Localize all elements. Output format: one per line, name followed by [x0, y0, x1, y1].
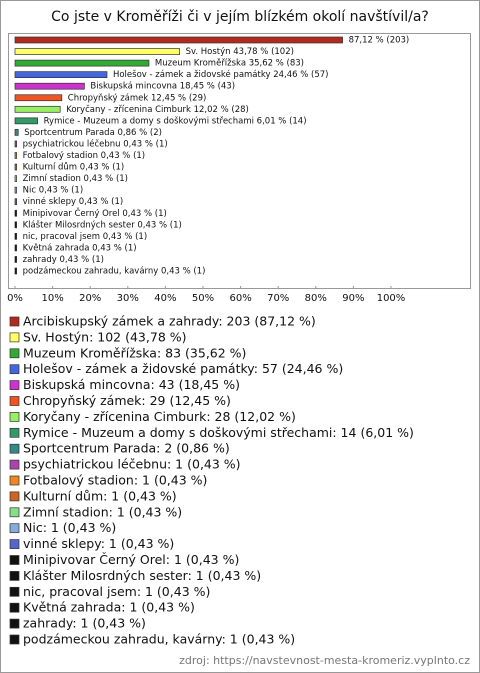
legend-label: nic, pracoval jsem: 1 (0,43 %) [23, 584, 210, 599]
legend-label: Chropyňský zámek: 29 (12,45 %) [23, 393, 231, 408]
legend-swatch [9, 523, 20, 534]
data-label: Minipivovar Černý Orel 0,43 % (1) [23, 207, 167, 219]
bar [14, 186, 17, 194]
legend-swatch [9, 380, 20, 390]
bar [14, 82, 85, 90]
legend-label: Kulturní dům: 1 (0,43 %) [23, 488, 177, 503]
legend-swatch [9, 539, 20, 549]
data-label: Fotbalový stadion 0,43 % (1) [23, 151, 146, 161]
data-label: vinné sklepy 0,43 % (1) [23, 196, 124, 207]
data-label: nic, pracoval jsem 0,43 % (1) [23, 232, 148, 242]
bar [14, 163, 17, 171]
legend-label: zahrady: 1 (0,43 %) [23, 616, 146, 631]
legend-label: podzámeckou zahradu, kavárny: 1 (0,43 %) [23, 632, 295, 647]
legend-swatch [9, 443, 20, 454]
data-label: Nic 0,43 % (1) [23, 186, 84, 196]
x-tick-label: 60% [229, 293, 251, 304]
legend-label: Klášter Milosrdných sester: 1 (0,43 %) [23, 568, 261, 583]
bar [14, 175, 17, 182]
legend-swatch [9, 332, 20, 343]
legend-label: Zimní stadion: 1 (0,43 %) [23, 504, 182, 519]
bar [14, 36, 343, 44]
x-tick-label: 80% [305, 293, 327, 304]
bar [14, 256, 17, 263]
legend-label: Muzeum Kroměřížska: 83 (35,62 %) [23, 345, 246, 360]
data-label: Sportcentrum Parada 0,86 % (2) [24, 128, 162, 138]
data-label: Muzeum Kroměřížska 35,62 % (83) [155, 59, 304, 69]
x-tick-label: 0% [7, 293, 23, 304]
legend-swatch [9, 316, 20, 327]
data-label: Biskupská mincovna 18,45 % (43) [90, 82, 235, 92]
legend-swatch [9, 586, 20, 597]
legend-label: vinné sklepy: 1 (0,43 %) [23, 536, 174, 551]
x-tick-label: 100% [377, 293, 406, 304]
legend-label: Holešov - zámek a židovské památky: 57 (… [23, 361, 343, 376]
source: zdroj: https://navstevnost-mesta-kromeri… [179, 654, 470, 667]
legend-label: Biskupská mincovna: 43 (18,45 %) [23, 377, 240, 392]
legend-label: Nic: 1 (0,43 %) [23, 520, 116, 535]
data-label: podzámeckou zahradu, kavárny 0,43 % (1) [23, 267, 206, 277]
legend-label: Minipivovar Černý Orel: 1 (0,43 %) [23, 552, 239, 567]
x-tick-label: 70% [267, 293, 289, 304]
x-tick-label: 40% [154, 293, 176, 304]
x-tick-label: 10% [41, 293, 63, 304]
data-label: Holešov - zámek a židovské památky 24,46… [113, 69, 329, 80]
data-label: zahrady 0,43 % (1) [23, 255, 104, 265]
bar [14, 267, 17, 275]
data-label: Zimní stadion 0,43 % (1) [23, 174, 128, 184]
data-label: 87,12 % (203) [349, 36, 410, 46]
chart-title: Co jste v Kroměříži či v jejím blízkém o… [51, 9, 429, 25]
legend-swatch [9, 459, 20, 470]
legend-swatch [9, 618, 20, 629]
legend-label: Arcibiskupský zámek a zahrady: 203 (87,1… [23, 314, 316, 329]
data-label: Kulturní dům 0,43 % (1) [23, 162, 125, 173]
legend-swatch [9, 427, 20, 438]
bar [14, 140, 17, 148]
bar [14, 117, 38, 125]
data-label: Sv. Hostýn 43,78 % (102) [186, 47, 294, 57]
data-label: Květná zahrada 0,43 % (1) [23, 243, 137, 253]
legend-label: Sv. Hostýn: 102 (43,78 %) [23, 329, 187, 344]
legend-swatch [9, 634, 20, 645]
legend-swatch [9, 602, 20, 613]
legend-swatch [9, 555, 20, 565]
legend-label: Koryčany - zřícenina Cimburk: 28 (12,02 … [23, 409, 296, 424]
bar [14, 152, 17, 159]
bar [14, 233, 17, 240]
bar [14, 105, 61, 113]
legend-swatch [9, 412, 20, 422]
legend-label: Rymice - Muzeum a domy s doškovými střec… [23, 425, 414, 440]
data-label: Koryčany - zřícenina Cimburk 12,02 % (28… [66, 104, 249, 115]
x-tick-label: 50% [192, 293, 214, 304]
legend-label: Květná zahrada: 1 (0,43 %) [23, 600, 195, 615]
data-label: Rymice - Muzeum a domy s doškovými střec… [44, 115, 307, 126]
legend-swatch [9, 348, 20, 359]
legend-swatch [9, 571, 20, 581]
legend-swatch [9, 507, 20, 518]
bar [14, 209, 17, 217]
bar [14, 48, 180, 55]
bar [14, 59, 150, 67]
x-tick-label: 20% [79, 293, 101, 304]
data-label: Chropyňský zámek 12,45 % (29) [68, 92, 207, 103]
legend-swatch [9, 491, 20, 502]
legend-label: Sportcentrum Parada: 2 (0,86 %) [23, 441, 230, 456]
data-label: Klášter Milosrdných sester 0,43 % (1) [23, 219, 182, 230]
legend-swatch [9, 475, 20, 486]
legend-label: psychiatrickou léčebnu: 1 (0,43 %) [23, 457, 241, 472]
bar [14, 94, 63, 102]
x-tick-label: 90% [342, 293, 364, 304]
bar [14, 198, 17, 206]
legend-swatch [9, 364, 20, 375]
bar [14, 129, 19, 136]
data-label: psychiatrickou léčebnu 0,43 % (1) [23, 138, 168, 149]
bar [14, 71, 108, 79]
bar [14, 244, 17, 252]
legend-swatch [9, 396, 20, 406]
bar [14, 221, 17, 229]
x-tick-label: 30% [117, 293, 139, 304]
legend-label: Fotbalový stadion: 1 (0,43 %) [23, 473, 207, 488]
